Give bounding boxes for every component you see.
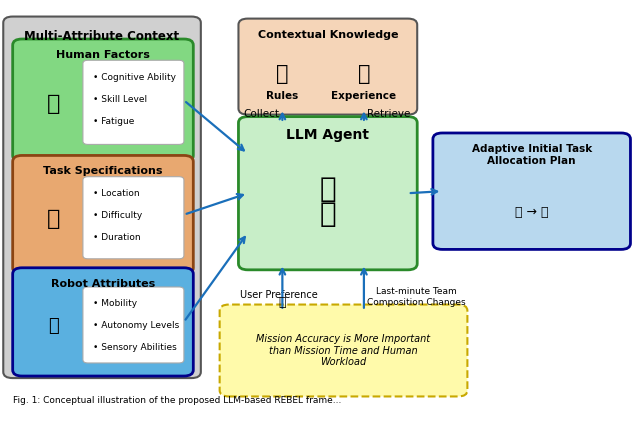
FancyBboxPatch shape xyxy=(83,60,184,144)
FancyBboxPatch shape xyxy=(239,117,417,270)
Text: 🎯 → 🤖: 🎯 → 🤖 xyxy=(515,206,548,219)
Text: Contextual Knowledge: Contextual Knowledge xyxy=(257,30,398,40)
Text: Robot Attributes: Robot Attributes xyxy=(51,279,155,289)
FancyBboxPatch shape xyxy=(3,16,201,378)
Text: 🗄: 🗄 xyxy=(358,64,370,84)
Text: Fig. 1: Conceptual illustration of the proposed LLM-based REBEL frame...: Fig. 1: Conceptual illustration of the p… xyxy=(13,396,341,405)
Text: 🤖: 🤖 xyxy=(48,317,59,335)
Text: • Autonomy Levels: • Autonomy Levels xyxy=(93,321,179,330)
Text: • Sensory Abilities: • Sensory Abilities xyxy=(93,343,177,352)
Text: LLM Agent: LLM Agent xyxy=(286,128,369,141)
Text: 👥: 👥 xyxy=(47,94,60,114)
Text: Experience: Experience xyxy=(332,91,396,101)
Text: • Location: • Location xyxy=(93,189,140,198)
Text: Multi-Attribute Context: Multi-Attribute Context xyxy=(24,30,180,43)
Text: User Preference: User Preference xyxy=(241,290,318,301)
Text: Last-minute Team
Composition Changes: Last-minute Team Composition Changes xyxy=(367,287,466,307)
Text: 📋: 📋 xyxy=(276,64,289,84)
Text: Human Factors: Human Factors xyxy=(56,50,150,60)
FancyBboxPatch shape xyxy=(220,304,467,396)
Text: Retrieve: Retrieve xyxy=(367,108,410,119)
FancyBboxPatch shape xyxy=(239,18,417,115)
FancyBboxPatch shape xyxy=(13,155,193,274)
Text: Collect: Collect xyxy=(243,108,279,119)
FancyBboxPatch shape xyxy=(13,268,193,376)
Text: • Cognitive Ability: • Cognitive Ability xyxy=(93,73,176,82)
Text: • Mobility: • Mobility xyxy=(93,299,137,308)
Text: • Difficulty: • Difficulty xyxy=(93,211,142,220)
FancyBboxPatch shape xyxy=(83,287,184,363)
Text: • Duration: • Duration xyxy=(93,233,141,242)
Text: 🤖
🧠: 🤖 🧠 xyxy=(319,175,336,228)
FancyBboxPatch shape xyxy=(83,177,184,259)
Text: Adaptive Initial Task
Allocation Plan: Adaptive Initial Task Allocation Plan xyxy=(472,144,592,166)
FancyBboxPatch shape xyxy=(433,133,630,249)
Text: Mission Accuracy is More Important
than Mission Time and Human
Workload: Mission Accuracy is More Important than … xyxy=(257,334,431,367)
FancyBboxPatch shape xyxy=(13,39,193,162)
Text: Rules: Rules xyxy=(266,91,298,101)
Text: Task Specifications: Task Specifications xyxy=(44,166,163,176)
Text: • Fatigue: • Fatigue xyxy=(93,117,134,126)
Text: 🗺: 🗺 xyxy=(47,209,60,229)
Text: • Skill Level: • Skill Level xyxy=(93,95,147,104)
Text: 👤: 👤 xyxy=(278,296,286,309)
